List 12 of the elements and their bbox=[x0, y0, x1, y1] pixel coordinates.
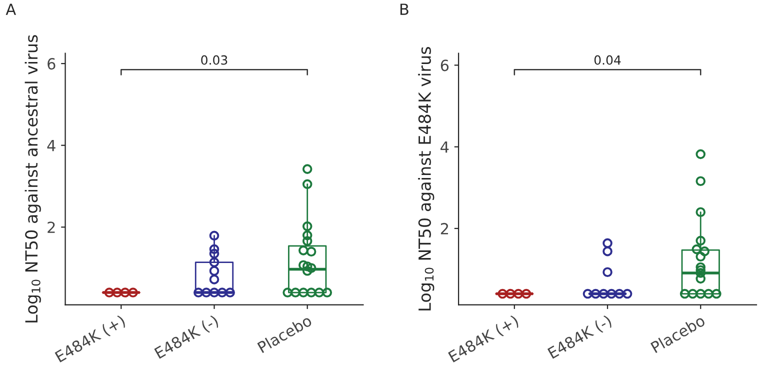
y-tick-label: 2 bbox=[48, 222, 55, 233]
y-tick-label: 4 bbox=[440, 141, 449, 153]
y-tick-label: 6 bbox=[440, 60, 449, 72]
y-tick-label: 6 bbox=[48, 58, 56, 70]
annotation: 0.04 bbox=[594, 55, 621, 65]
y-tick-label: 2 bbox=[440, 222, 448, 234]
y-tick-label: 4 bbox=[47, 140, 56, 152]
y-axis-title: Log$_{10}$ NT50 against ancestral virus bbox=[24, 35, 41, 322]
chart-title: B bbox=[400, 4, 408, 15]
chart-title: A bbox=[6, 4, 16, 15]
annotation: 0.03 bbox=[201, 55, 228, 65]
y-axis-title: Log$_{10}$ NT50 against E484K virus bbox=[418, 47, 434, 310]
